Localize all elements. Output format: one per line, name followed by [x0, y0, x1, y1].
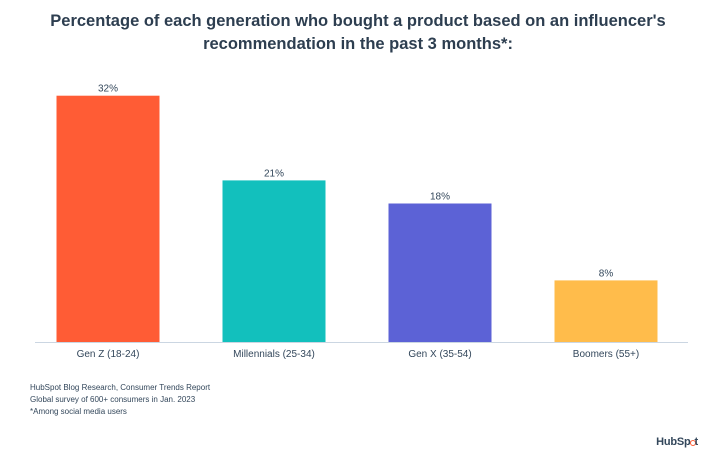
brand-text-end: t — [694, 436, 699, 448]
bar-3 — [388, 203, 492, 342]
data-label-3: 18% — [430, 192, 450, 203]
chart-title: Percentage of each generation who bought… — [40, 10, 676, 56]
chart-title-line-2: recommendation in the past 3 months*: — [203, 35, 513, 53]
data-label-2: 21% — [264, 168, 284, 179]
hubspot-logo: HubSp t — [656, 436, 698, 448]
x-tick-label-4: Boomers (55+) — [573, 349, 639, 360]
brand-text-start: HubSp — [656, 436, 691, 448]
data-label-1: 32% — [98, 84, 118, 95]
x-tick-label-1: Gen Z (18-24) — [77, 349, 140, 360]
bar-1 — [56, 95, 160, 342]
x-tick-label-2: Millennials (25-34) — [233, 349, 315, 360]
sprocket-icon — [689, 440, 696, 446]
footnote-source: HubSpot Blog Research, Consumer Trends R… — [30, 383, 211, 392]
bar-4 — [554, 280, 658, 342]
footnote-asterisk: *Among social media users — [30, 407, 127, 416]
bar-2 — [222, 180, 326, 342]
chart-title-line-1: Percentage of each generation who bought… — [50, 12, 666, 30]
footnote-survey: Global survey of 600+ consumers in Jan. … — [30, 395, 196, 404]
x-tick-label-3: Gen X (35-54) — [408, 349, 471, 360]
data-label-4: 8% — [599, 268, 614, 279]
footnotes: HubSpot Blog Research, Consumer Trends R… — [30, 382, 210, 418]
